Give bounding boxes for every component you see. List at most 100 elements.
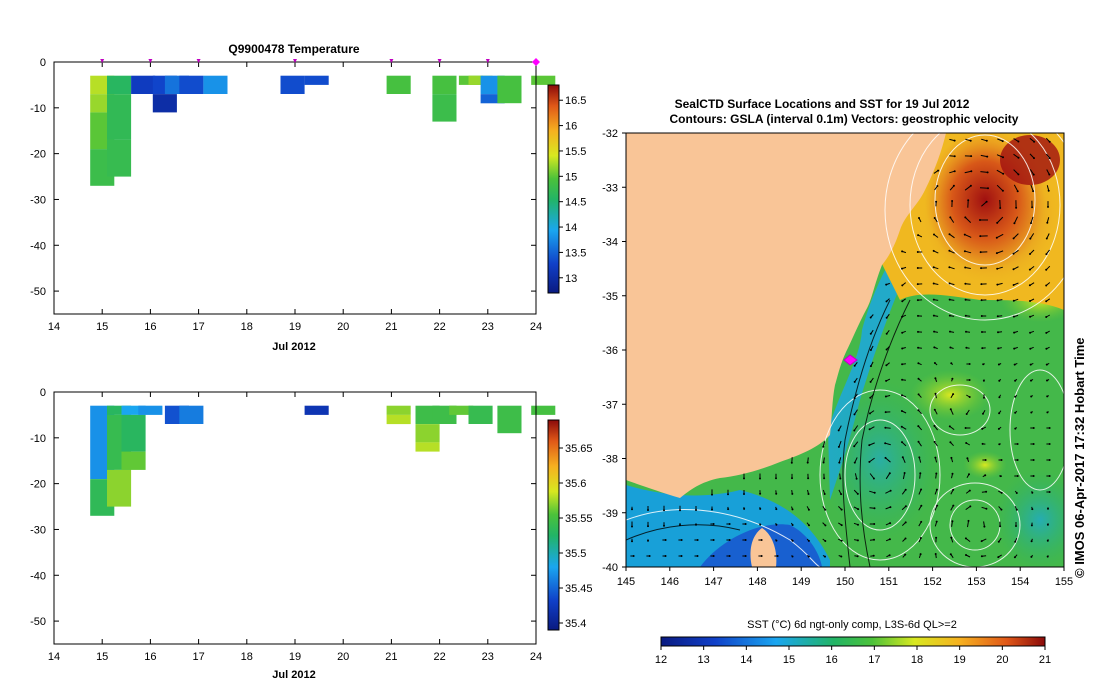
panel1-x-tick-label: 20 <box>337 321 349 333</box>
map-x-tick-label: 155 <box>1055 576 1073 588</box>
velocity-vector-head <box>917 409 920 412</box>
velocity-vector-head <box>884 411 887 414</box>
map-y-tick-label: -35 <box>602 291 618 303</box>
velocity-vector-head <box>997 363 1000 366</box>
velocity-vector-head <box>901 363 904 366</box>
velocity-vector-head <box>884 442 887 445</box>
panel2-cell <box>415 442 440 452</box>
velocity-vector <box>964 170 972 174</box>
map-y-ticks: -32 -33 -34 -35 -36 -37 -38 -39 -40 <box>602 128 626 574</box>
velocity-vector-head <box>980 555 983 558</box>
panel2-cell <box>138 405 163 415</box>
velocity-vector-head <box>824 508 827 511</box>
velocity-vector-head <box>1016 459 1019 461</box>
velocity-vector-head <box>904 488 907 491</box>
velocity-vector-head <box>647 525 649 528</box>
velocity-vector-head <box>936 504 939 507</box>
velocity-vector-head <box>885 300 888 303</box>
velocity-vector-head <box>1046 539 1049 542</box>
velocity-vector-head <box>1029 253 1031 255</box>
velocity-vector-head <box>916 251 919 253</box>
velocity-vector-head <box>1033 157 1035 160</box>
velocity-vector-head <box>901 300 904 303</box>
panel2-cell <box>468 405 493 424</box>
velocity-vector-head <box>855 477 858 480</box>
velocity-vector-head <box>869 365 872 368</box>
surface-marker <box>389 59 394 63</box>
velocity-vector-head <box>1014 411 1017 414</box>
velocity-vector-head <box>840 493 843 496</box>
velocity-vector-head <box>965 554 967 556</box>
velocity-vector <box>1013 216 1019 224</box>
panel2-y-ticks: 0 -10 -20 -30 -40 -50 <box>30 387 536 628</box>
seal-location-marker <box>843 354 858 366</box>
velocity-vector <box>980 154 988 158</box>
velocity-vector-head <box>727 493 729 496</box>
panel1-x-tick-label: 16 <box>144 321 156 333</box>
velocity-vector-head <box>919 553 922 556</box>
velocity-vector-head <box>853 397 856 400</box>
velocity-vector-head <box>884 395 887 398</box>
velocity-vector-head <box>759 477 761 480</box>
velocity-vector-head <box>807 508 810 511</box>
velocity-vector-head <box>838 461 841 464</box>
panel2-cell <box>121 405 146 415</box>
velocity-vector-head <box>919 537 922 539</box>
map-y-tick-label: -32 <box>602 128 618 140</box>
panel1-cell <box>107 94 132 140</box>
panel1-cell <box>386 75 411 94</box>
panel1-y-ticks: 0 -10 -20 -30 -40 -50 <box>30 57 536 298</box>
sst-colorbar-ticks: 12 13 14 15 16 17 18 19 20 21 <box>655 646 1051 666</box>
velocity-vector-head <box>823 477 826 480</box>
velocity-vector-head <box>969 184 972 187</box>
velocity-vector-head <box>807 493 810 495</box>
velocity-vector-head <box>948 282 951 285</box>
velocity-vector-head <box>996 267 999 270</box>
velocity-vector <box>1013 184 1019 192</box>
velocity-vector-head <box>995 236 998 239</box>
velocity-vector-head <box>980 299 983 302</box>
velocity-vector-head <box>904 537 907 540</box>
velocity-vector-head <box>853 429 856 432</box>
velocity-vector-head <box>900 425 903 428</box>
map-x-tick-label: 145 <box>617 576 635 588</box>
velocity-vector-head <box>970 155 973 158</box>
panel2-colorbar-tick-label: 35.6 <box>565 478 586 490</box>
panel1-y-tick-label: -50 <box>30 286 46 298</box>
velocity-vector <box>1029 233 1035 239</box>
velocity-vector-head <box>985 139 988 142</box>
panel1-title: Q9900478 Temperature <box>228 42 360 56</box>
map-x-tick-label: 148 <box>748 576 766 588</box>
velocity-vector-head <box>920 504 923 507</box>
panel1-y-tick-label: -40 <box>30 240 46 252</box>
map-y-tick-label: -36 <box>602 345 618 357</box>
velocity-vector-head <box>932 298 935 301</box>
velocity-vector-head <box>1002 172 1005 175</box>
panel1-x-tick-label: 23 <box>482 321 494 333</box>
velocity-vector <box>885 472 891 480</box>
velocity-vector-head <box>1030 395 1033 398</box>
velocity-vector-head <box>775 492 778 495</box>
panel1-cell <box>468 75 493 85</box>
velocity-vector-head <box>952 184 955 187</box>
velocity-vector-head <box>952 393 955 396</box>
velocity-vector-head <box>1047 205 1049 208</box>
velocity-vector <box>949 217 955 223</box>
velocity-vector-head <box>1017 156 1020 159</box>
velocity-vector-head <box>648 555 651 557</box>
velocity-vector-head <box>985 200 988 203</box>
velocity-vector-head <box>889 489 892 492</box>
velocity-vector-head <box>935 472 938 475</box>
velocity-vector-head <box>963 250 966 253</box>
velocity-vector <box>996 169 1004 175</box>
velocity-vector-head <box>995 252 998 255</box>
velocity-vector-head <box>932 249 935 252</box>
velocity-vector-head <box>1013 347 1016 350</box>
velocity-vector-head <box>868 460 871 463</box>
panel2-x-tick-label: 23 <box>482 651 494 663</box>
velocity-vector-head <box>1028 284 1031 287</box>
velocity-vector-head <box>790 461 793 464</box>
velocity-vector-head <box>953 139 956 142</box>
map-y-tick-label: -40 <box>602 562 618 574</box>
velocity-vector-head <box>1014 540 1017 543</box>
